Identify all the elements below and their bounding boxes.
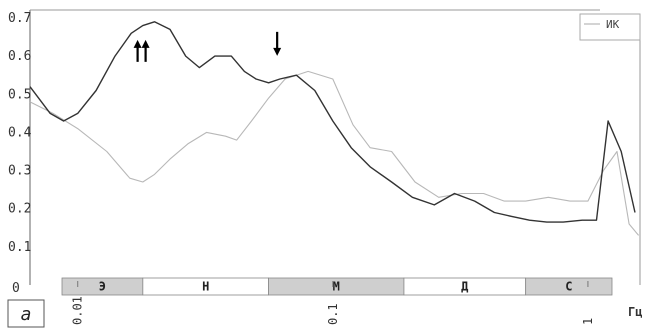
band-label-1: Н [202,280,209,294]
y-tick-label-5: 0.6 [8,49,31,64]
y-tick-label-3: 0.4 [8,125,32,140]
band-label-2: М [333,280,340,294]
legend-label: ИК [606,18,620,31]
y-tick-label-2: 0.3 [8,164,31,179]
y-tick-label-0: 0.1 [8,240,31,255]
panel-label: a [21,304,32,325]
band-label-0: Э [99,280,106,294]
up-arrow-head-1 [141,39,150,48]
legend: ИК [579,13,641,41]
x-unit-label: Гц [628,305,642,319]
series-line-ИК [29,70,640,236]
band-label-3: Д [461,280,468,294]
band-4 [525,277,613,296]
x-tick-label-0: 0.01 [71,296,85,325]
axes: 0.1 0.2 0.3 0.4 0.5 0.6 0.7 0 0.01 0.1 1 Гц a [7,9,642,328]
y-tick-label-1: 0.2 [8,202,31,217]
legend-box [579,13,641,41]
band-label-4: С [565,280,572,294]
x-tick-label-1: 0.1 [326,303,340,325]
y-tick-label-6: 0.7 [8,11,31,26]
series-line-primary [29,21,636,223]
series-lines [29,21,640,236]
panel-label-box [7,299,45,328]
x-tick-label-2: 1 [581,318,595,325]
down-arrow-head [273,47,282,56]
up-arrow-head-0 [133,39,142,48]
y-tick-label-zero: 0 [12,281,20,296]
annotations [133,31,282,62]
y-tick-label-4: 0.5 [8,87,31,102]
